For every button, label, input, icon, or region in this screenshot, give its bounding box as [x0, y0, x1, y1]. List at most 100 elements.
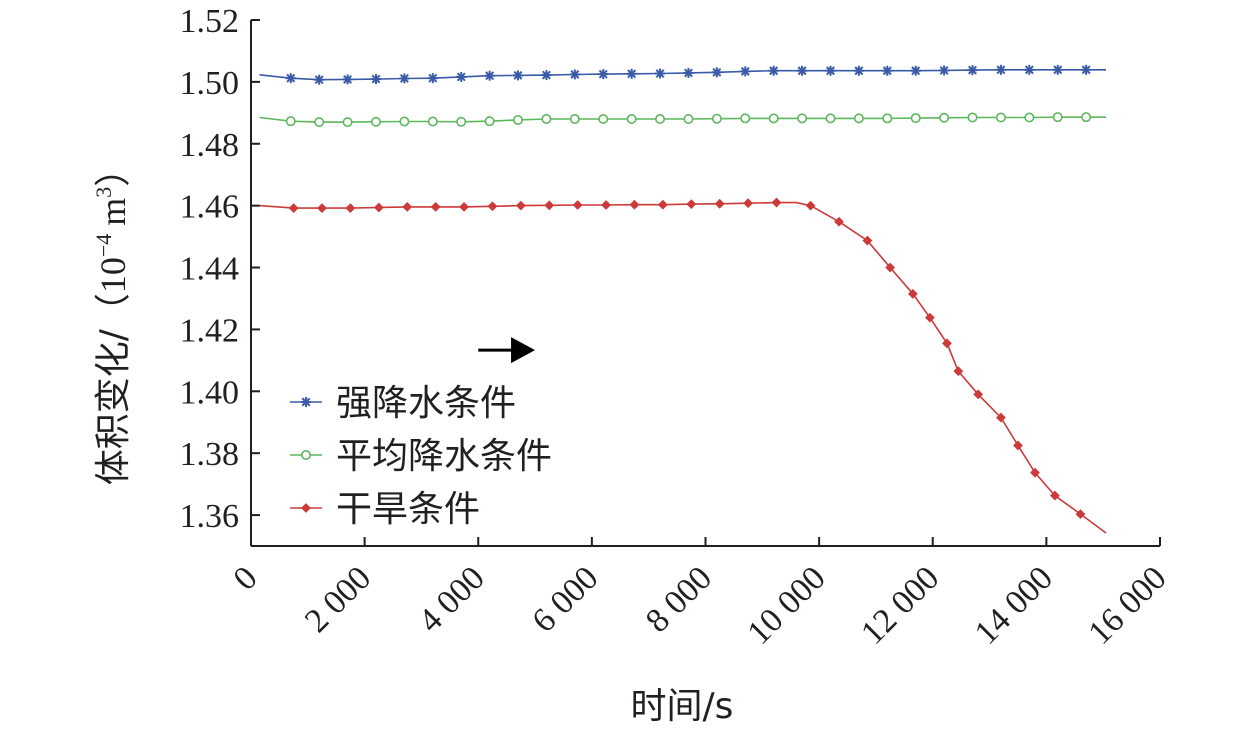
x-tick-label: 12 000 [854, 559, 946, 651]
data-point [285, 73, 296, 84]
data-point [285, 116, 296, 127]
data-point [314, 117, 325, 128]
series-star [259, 64, 1106, 85]
y-tick-label: 1.46 [180, 189, 240, 226]
data-point [317, 203, 327, 214]
data-point [345, 203, 356, 214]
legend-marker [301, 503, 311, 513]
legend-label: 干旱条件 [336, 489, 480, 530]
data-point [711, 67, 722, 78]
data-point [342, 74, 353, 85]
data-point [939, 112, 950, 123]
data-point [683, 67, 694, 78]
data-point [797, 113, 808, 124]
data-point [598, 114, 609, 125]
y-ticks: 1.36 1.38 1.40 1.42 1.44 1.46 1.48 1.50 1.52 [180, 3, 260, 535]
data-point [1024, 64, 1035, 75]
data-point [1049, 490, 1060, 501]
x-ticks: 0 2 000 4 000 6 000 8 000 10 000 12 000 14 000 1… [226, 537, 1174, 652]
data-point [925, 312, 935, 323]
data-point [1052, 112, 1063, 123]
series-line [259, 201, 1107, 534]
data-point [882, 65, 893, 76]
data-point [655, 114, 666, 125]
data-point [373, 202, 384, 213]
data-point [456, 116, 467, 127]
legend-item: 强降水条件 [290, 383, 516, 424]
data-point [342, 117, 353, 128]
data-point [910, 65, 921, 76]
data-point [1052, 64, 1063, 75]
data-point [430, 201, 441, 212]
data-point [1013, 440, 1023, 451]
data-point [515, 200, 526, 211]
legend-label: 强降水条件 [336, 383, 516, 424]
data-point [853, 113, 864, 124]
data-point [626, 114, 637, 125]
data-point [569, 69, 580, 80]
legend-item: 干旱条件 [290, 489, 480, 530]
data-point [1081, 112, 1092, 123]
data-point [657, 199, 668, 210]
data-point [1081, 64, 1092, 75]
y-tick-label: 1.42 [180, 312, 240, 349]
data-point [314, 74, 325, 85]
y-tick-label: 1.40 [180, 374, 240, 411]
data-point [629, 199, 640, 210]
data-point [885, 262, 896, 273]
x-tick-label: 2 000 [298, 559, 378, 639]
data-point [740, 113, 751, 124]
x-tick-label: 0 [226, 559, 264, 597]
data-point [862, 235, 873, 246]
series-line [259, 69, 1106, 81]
y-tick-label: 1.48 [180, 127, 240, 164]
data-point [626, 68, 637, 79]
series-layer [259, 64, 1107, 534]
data-point [686, 199, 697, 210]
legend-marker [300, 449, 311, 460]
data-point [771, 197, 782, 208]
data-point [456, 71, 467, 82]
legend-label: 平均降水条件 [336, 436, 552, 477]
series-line [259, 116, 1106, 123]
data-point [834, 216, 844, 227]
x-tick-label: 4 000 [412, 559, 492, 639]
data-point [572, 200, 583, 210]
data-point [714, 198, 725, 209]
data-point [973, 389, 984, 400]
data-point [942, 338, 952, 349]
arrow-head [511, 337, 536, 364]
data-point [601, 200, 611, 210]
x-axis-title: 时间/s [631, 686, 734, 727]
legend-item: 平均降水条件 [290, 436, 552, 477]
data-point [907, 288, 918, 299]
data-point [399, 73, 410, 84]
data-point [853, 65, 864, 76]
y-tick-label: 1.52 [180, 3, 240, 40]
y-axis-title-main: 体积变化/（ [93, 293, 134, 485]
data-point [967, 65, 978, 76]
data-point [427, 73, 438, 84]
y-tick-label: 1.44 [180, 251, 240, 288]
data-point [740, 66, 751, 77]
data-point [402, 201, 413, 212]
data-point [370, 116, 381, 127]
data-point [967, 112, 978, 123]
data-point [541, 114, 552, 125]
data-point [683, 114, 694, 125]
series-circle [259, 112, 1106, 128]
data-point [768, 65, 779, 76]
data-point [768, 113, 779, 124]
data-point [484, 116, 495, 127]
data-point [484, 70, 495, 81]
data-point [825, 113, 836, 124]
data-point [743, 198, 754, 209]
y-axis-title-unit-m: m [93, 198, 133, 226]
data-point [288, 203, 299, 214]
y-axis-title: 体积变化/（10−4 m3） [91, 151, 134, 486]
data-point [569, 114, 580, 125]
data-point [459, 201, 469, 212]
x-tick-label: 8 000 [639, 559, 719, 639]
